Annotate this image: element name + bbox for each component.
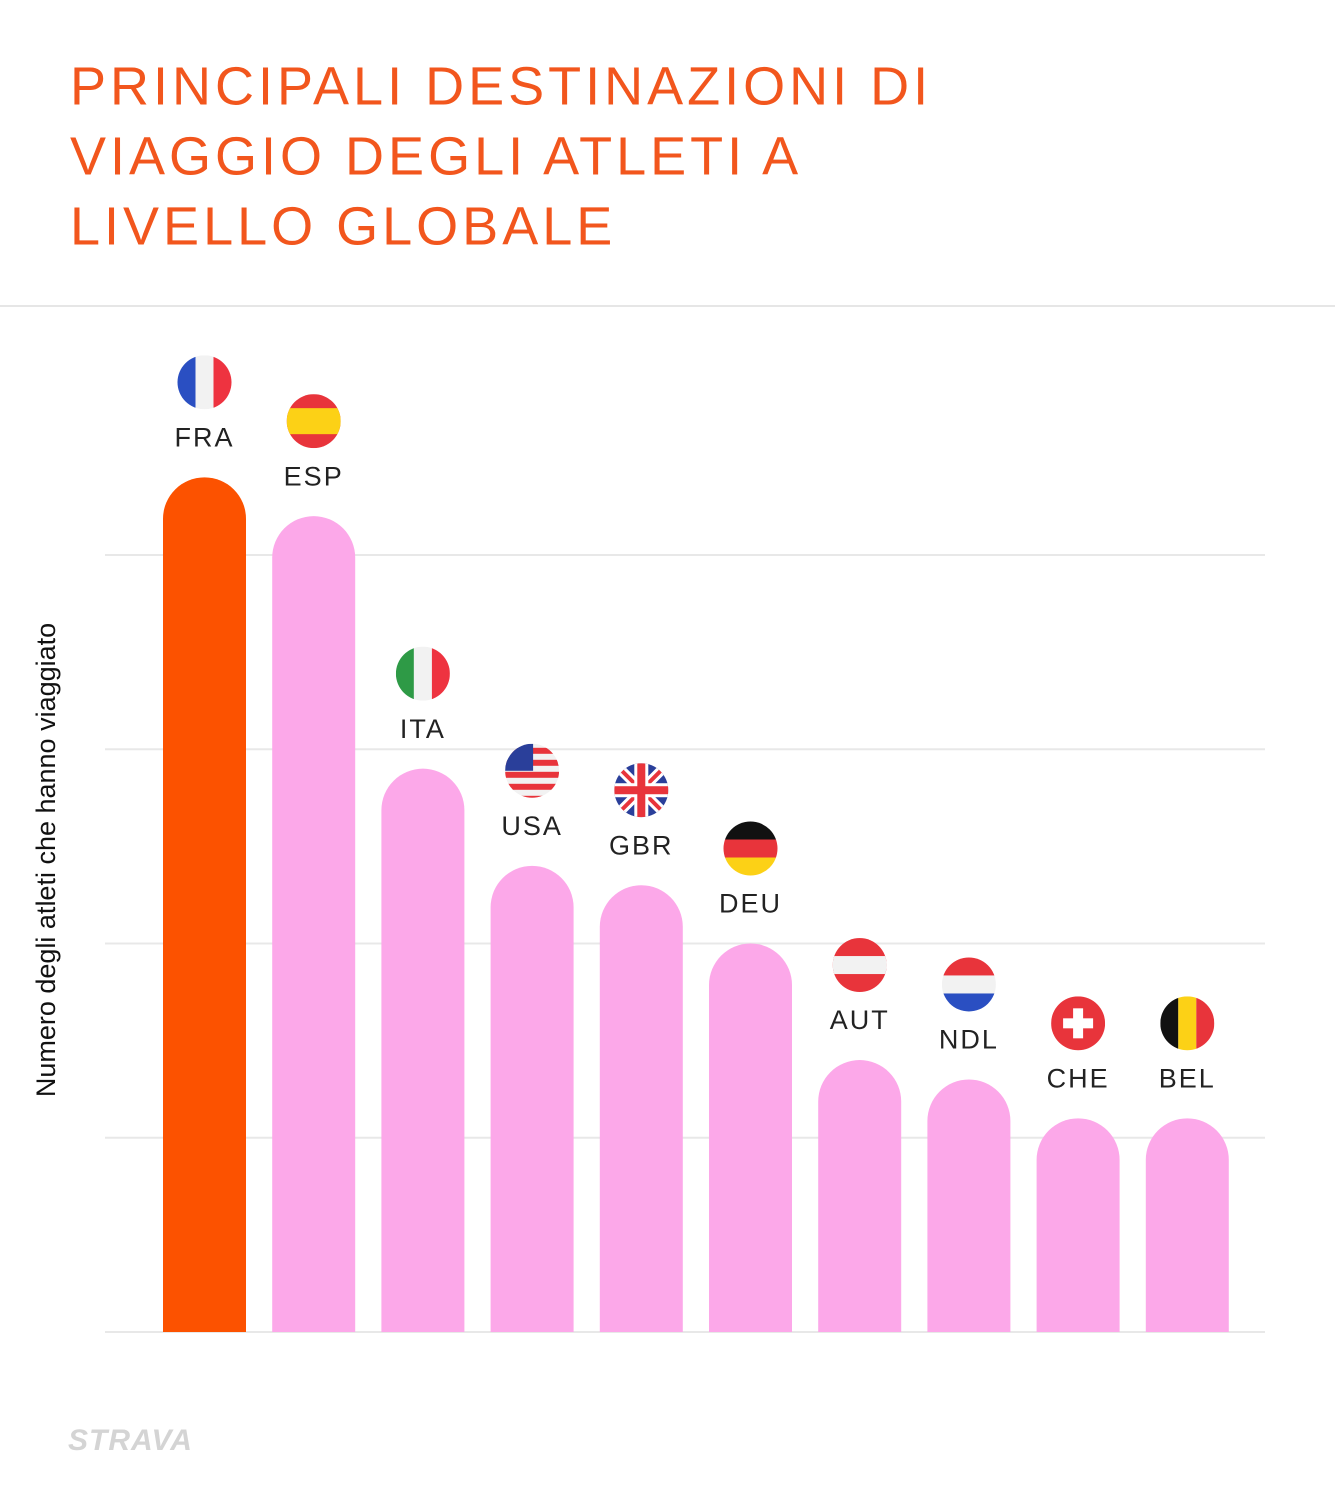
bar [1145,1118,1229,1332]
flag-icon [833,938,887,992]
x-tick-label: DEU [719,889,782,919]
flag-icon [178,355,232,409]
x-tick-label: ITA [400,714,446,744]
x-tick-label: NDL [939,1025,999,1055]
flag-icon [287,394,341,448]
y-axis-label: Numero degli atleti che hanno viaggiato [31,623,61,1097]
bar [490,865,574,1332]
bar [927,1079,1011,1332]
chart-title: LIVELLO GLOBALE [70,196,616,256]
bar [163,477,246,1332]
flag-icon [1160,996,1214,1050]
bar [599,885,683,1332]
x-tick-label: CHE [1047,1063,1110,1093]
chart-title: PRINCIPALI DESTINAZIONI DI [70,56,932,116]
x-tick-label: BEL [1159,1063,1216,1093]
bar [709,943,792,1332]
flag-icon [942,957,996,1011]
flag-icon [505,744,559,802]
bar [381,768,465,1332]
bar [1036,1118,1120,1332]
flag-icon [614,763,668,817]
x-tick-label: AUT [830,1005,890,1035]
chart-title: VIAGGIO DEGLI ATLETI A [70,126,802,186]
brand-logo: STRAVA [68,1424,193,1457]
flag-icon [396,647,450,701]
x-tick-label: ESP [284,461,344,491]
x-tick-label: GBR [609,830,674,860]
x-tick-label: USA [501,811,563,841]
x-tick-label: FRA [175,422,235,452]
flag-icon [1051,996,1105,1050]
bar [818,1060,902,1332]
bar [272,516,356,1332]
flag-icon [724,822,778,876]
